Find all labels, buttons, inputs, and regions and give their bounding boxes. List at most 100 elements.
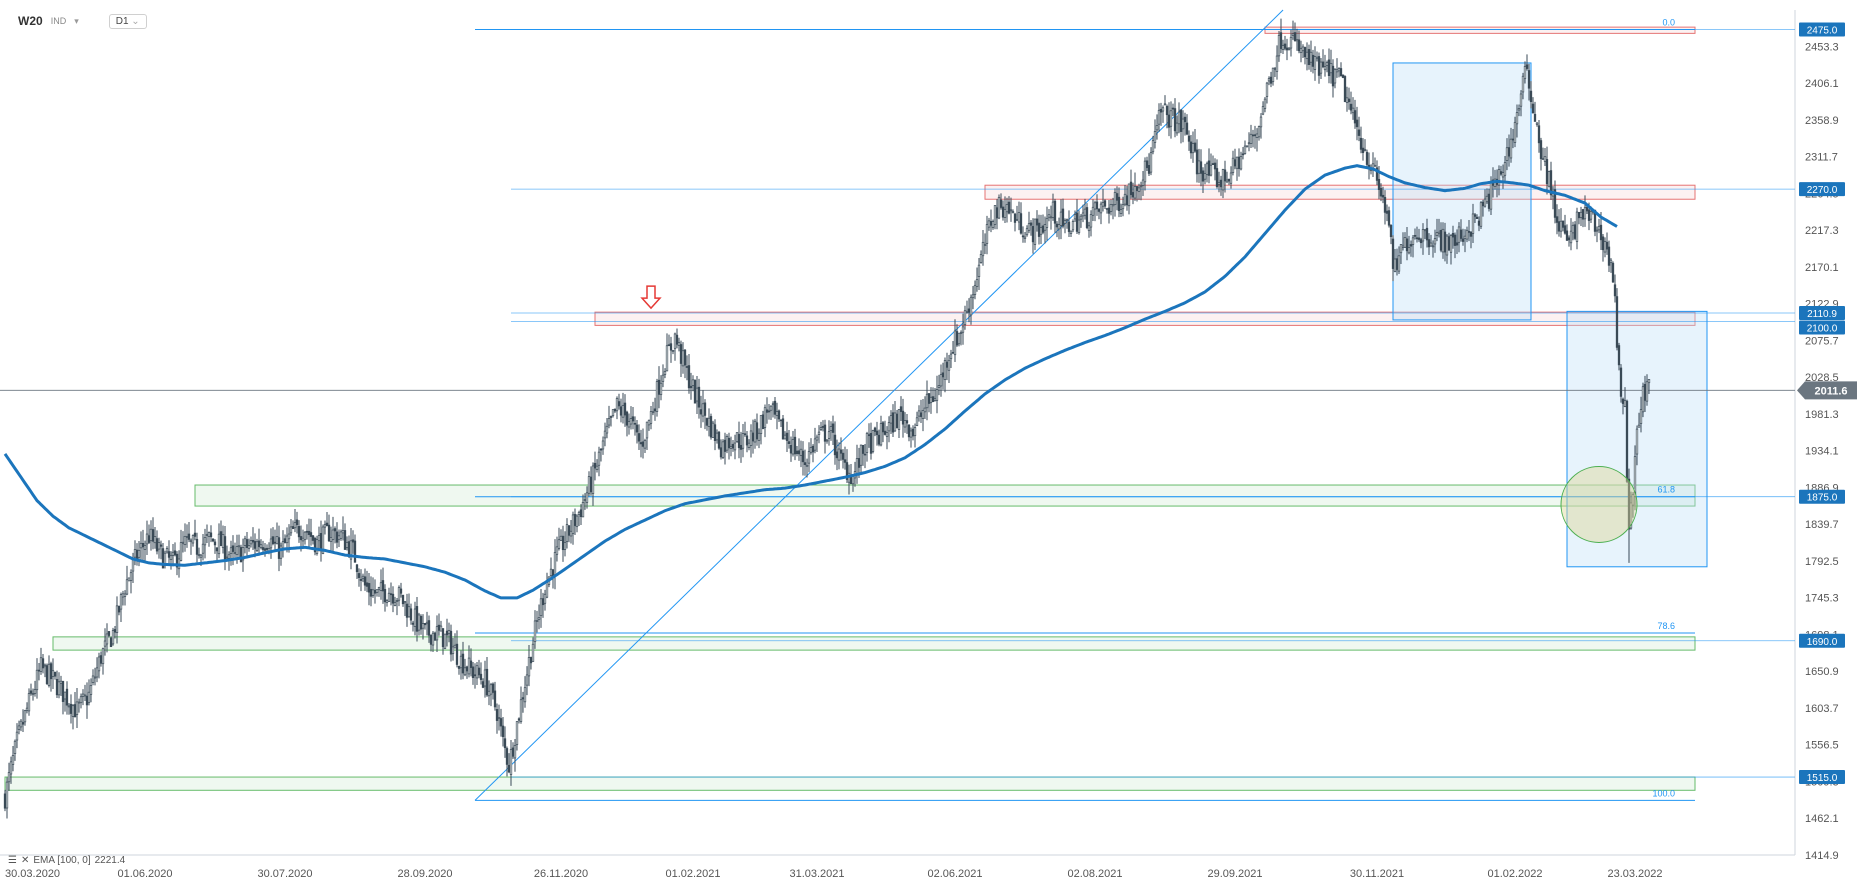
candle-body xyxy=(1251,134,1255,137)
candle-body xyxy=(1273,68,1277,70)
candle-body xyxy=(1305,51,1309,59)
fib-level-label-1: 61.8 xyxy=(1657,485,1675,495)
candle-body xyxy=(729,446,733,449)
candle-body xyxy=(285,535,289,544)
candle-body xyxy=(789,444,793,454)
candle-body xyxy=(1457,226,1461,243)
timeframe-value: D1 xyxy=(115,15,129,27)
close-icon[interactable]: ✕ xyxy=(20,855,30,866)
candle-body xyxy=(817,431,821,435)
candle-body xyxy=(329,537,333,542)
support-zone-3 xyxy=(194,484,1696,507)
candle-body xyxy=(313,537,317,553)
candle-body xyxy=(315,539,319,554)
candle-body xyxy=(1437,231,1441,235)
candle-body xyxy=(375,589,379,593)
timeframe-select[interactable]: D1 ⌄ xyxy=(108,13,147,29)
candle-body xyxy=(1217,182,1221,185)
candle-body xyxy=(257,540,261,548)
candle-body xyxy=(601,440,605,450)
price-axis[interactable]: 2453.32406.12358.92311.72264.52217.32170… xyxy=(1805,41,1839,862)
candle-body xyxy=(61,680,65,702)
candle-body xyxy=(417,614,421,631)
candle-body xyxy=(1475,216,1479,220)
candle-body xyxy=(909,430,913,438)
candle-body xyxy=(901,410,905,425)
candle-body xyxy=(503,738,507,749)
candle-body xyxy=(575,515,579,528)
candle-body xyxy=(899,406,903,412)
time-axis[interactable]: 30.03.2020 01.06.2020 30.07.2020 28.09.2020… xyxy=(5,868,1663,880)
candle-body xyxy=(1219,179,1223,188)
candle-body xyxy=(1379,187,1383,197)
candle-body xyxy=(477,667,481,676)
candle-body xyxy=(13,740,17,754)
candle-body xyxy=(1381,194,1385,198)
candle-body xyxy=(1129,181,1133,196)
candle-body xyxy=(1485,195,1489,203)
highlight-circle xyxy=(1560,465,1638,543)
candle-body xyxy=(647,419,651,426)
candle-body xyxy=(1265,82,1269,97)
candle-body xyxy=(823,424,827,442)
candle-body xyxy=(1543,156,1547,162)
candle-body xyxy=(1321,61,1325,68)
candle-body xyxy=(1193,142,1197,152)
candle-body xyxy=(629,418,633,425)
candle-body xyxy=(1179,109,1183,132)
price-tag-box xyxy=(1799,182,1845,197)
candle-body xyxy=(1231,157,1235,173)
candle-body xyxy=(621,405,625,418)
candle-body xyxy=(379,582,383,591)
chevron-down-icon[interactable]: ▾ xyxy=(74,15,79,26)
candle-body xyxy=(1023,236,1027,239)
candle-body xyxy=(133,549,137,558)
candle-body xyxy=(69,703,73,714)
candle-body xyxy=(1207,160,1211,176)
candle-body xyxy=(127,577,131,582)
candle-body xyxy=(1197,160,1201,174)
candle-body xyxy=(1501,172,1505,178)
candle-body xyxy=(971,294,975,299)
candle-body xyxy=(493,690,497,708)
candle-body xyxy=(1363,149,1367,151)
candle-body xyxy=(1557,221,1561,232)
candle-body xyxy=(1533,113,1537,122)
candle-body xyxy=(1589,211,1593,220)
candle-body xyxy=(959,332,963,334)
candle-body xyxy=(9,761,13,775)
candle-body xyxy=(1031,226,1035,243)
candle-body xyxy=(237,545,241,548)
date-tick-label: 01.02.2021 xyxy=(665,868,720,880)
candle-body xyxy=(123,593,127,597)
candle-body xyxy=(529,657,533,664)
chevron-down-icon: ⌄ xyxy=(131,15,140,27)
list-icon[interactable]: ☰ xyxy=(8,855,17,866)
candle-body xyxy=(983,244,987,246)
candle-body xyxy=(1461,238,1465,242)
candle-body xyxy=(1281,45,1285,50)
price-tag-label: 2100.0 xyxy=(1807,323,1838,334)
candle-body xyxy=(1051,201,1055,218)
candle-body xyxy=(961,326,965,333)
candle-body xyxy=(531,643,535,662)
candle-body xyxy=(1203,173,1207,180)
candle-body xyxy=(1011,211,1015,213)
candle-body xyxy=(1637,424,1641,428)
candle-body xyxy=(939,374,943,387)
candle-body xyxy=(243,538,247,546)
candle-body xyxy=(661,374,665,382)
candle-body xyxy=(645,421,649,439)
symbol-label[interactable]: W20 xyxy=(18,14,43,28)
candle-body xyxy=(611,409,615,417)
candle-body xyxy=(1161,107,1165,112)
candle-body xyxy=(75,701,79,715)
candle-body xyxy=(1279,32,1283,49)
candle-body xyxy=(447,630,451,634)
candle-body xyxy=(1105,208,1109,210)
candle-body xyxy=(1625,400,1629,482)
candle-body xyxy=(1249,133,1253,144)
candle-body xyxy=(295,519,299,526)
candle-body xyxy=(3,793,7,809)
